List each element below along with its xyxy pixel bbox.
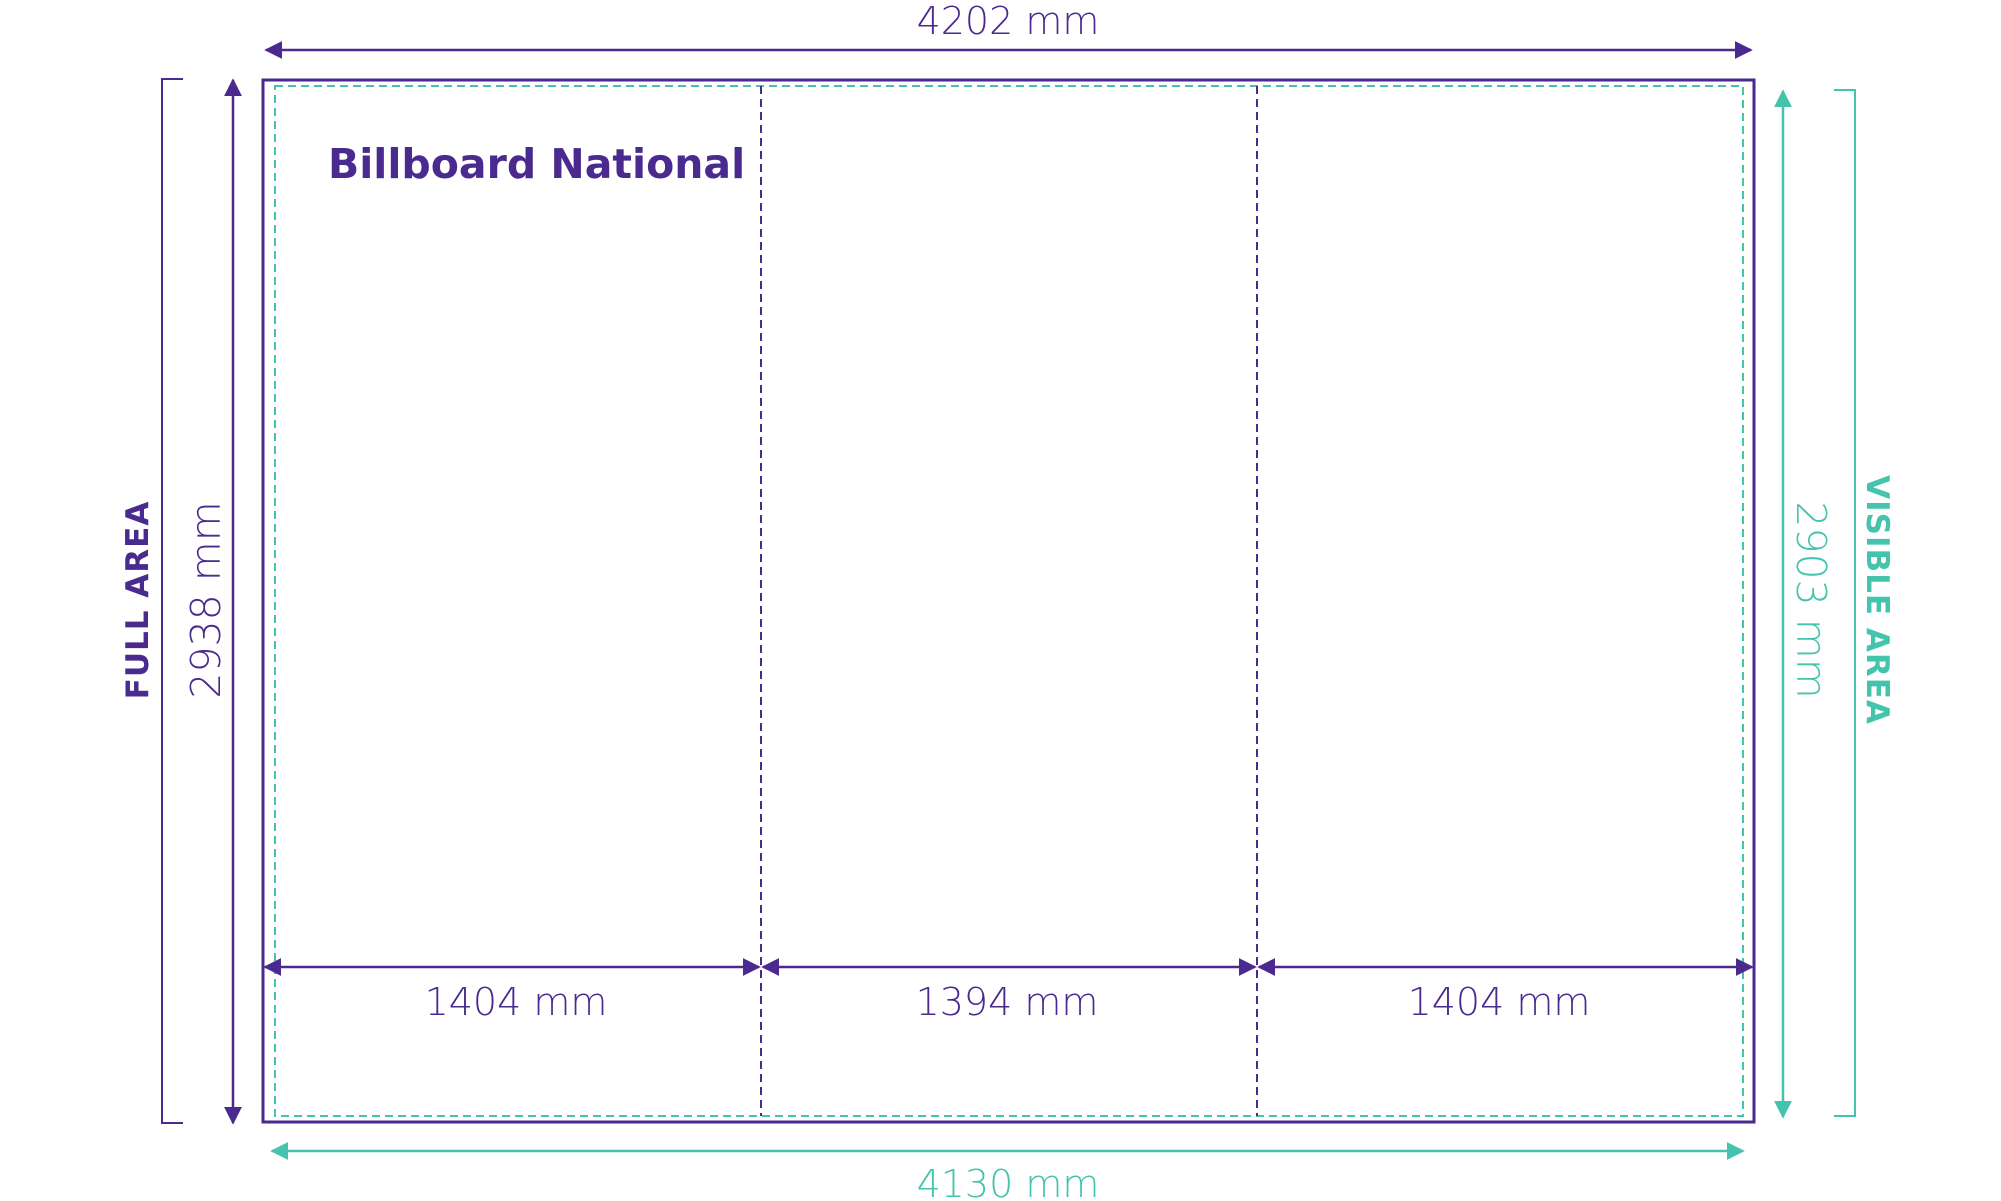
full-area-border xyxy=(261,78,1756,1124)
full-area-bracket xyxy=(161,78,183,1124)
billboard-title: Billboard National xyxy=(328,140,745,188)
visible-width-label: 4130 mm xyxy=(917,1162,1100,1201)
panel-middle-width: 1394 mm xyxy=(916,980,1099,1024)
visible-area-label: VISIBLE AREA xyxy=(1859,475,1895,725)
panel-left-width: 1404 mm xyxy=(425,980,608,1024)
visible-area-border xyxy=(274,85,1744,1117)
visible-area-bracket xyxy=(1834,89,1856,1117)
full-height-label: 2938 mm xyxy=(182,501,230,698)
full-width-label: 4202 mm xyxy=(917,0,1100,43)
visible-height-label: 2903 mm xyxy=(1787,501,1835,698)
full-area-label: FULL AREA xyxy=(120,501,156,700)
panel-right-width: 1404 mm xyxy=(1408,980,1591,1024)
